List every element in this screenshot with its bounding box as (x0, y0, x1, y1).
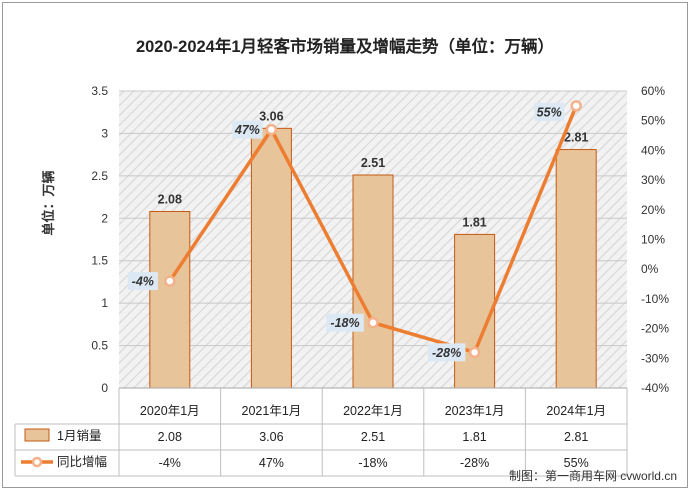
source-credit: 制图：第一商用车网 cvworld.cn (509, 468, 677, 483)
bar (352, 174, 394, 389)
y-tick-label: 0 (101, 381, 108, 395)
bar-value-label: 2.81 (564, 131, 588, 145)
data-table: 2020年1月 2021年1月 2022年1月 2023年1月 2024年1月 1月销量 2… (14, 388, 628, 477)
y2-tick-label: 10% (641, 233, 665, 247)
x-tick-label: 2022年1月 (343, 404, 403, 418)
y2-tick-label: 60% (641, 84, 665, 98)
bar (149, 210, 191, 389)
table-cell: 2.51 (361, 430, 385, 444)
bar-value-label: 1.81 (462, 215, 486, 229)
y-tick-label: 1 (101, 296, 108, 310)
y2-tick-label: -40% (641, 381, 669, 395)
table-cell: 2.81 (564, 430, 588, 444)
line-label-box (534, 102, 565, 121)
table-cell: 1.81 (462, 430, 486, 444)
table-cell: 47% (259, 456, 284, 470)
table-cell: -18% (358, 456, 387, 470)
x-tick-label: 2021年1月 (242, 404, 302, 418)
line-value-label: 55% (537, 105, 562, 119)
line-point (570, 100, 582, 112)
y2-tick-label: -20% (641, 322, 669, 336)
line-value-label: -4% (132, 275, 154, 289)
chart: 2020-2024年1月轻客市场销量及增幅走势（单位：万辆） 2.083.062… (14, 36, 677, 483)
bar-value-label: 3.06 (259, 109, 283, 123)
bar-value-label: 2.08 (158, 192, 182, 206)
line-series: -4% 47% -18% -28% 55% (127, 100, 582, 362)
bar-series: 2.08 3.06 2.51 1.81 2.81 (149, 109, 597, 389)
line-point (367, 316, 379, 329)
line-label-box (232, 120, 263, 139)
line-value-label: -18% (330, 316, 359, 330)
table-cell: 55% (564, 456, 589, 470)
legend-label: 同比增幅 (57, 454, 107, 469)
line-point (265, 123, 278, 136)
bar (454, 233, 496, 389)
line-point (164, 275, 176, 287)
y-axis-label: 单位：万辆 (41, 170, 56, 235)
bar (555, 149, 597, 389)
y2-tick-label: -30% (641, 351, 669, 365)
y2-tick-label: 50% (641, 114, 665, 128)
bar-value-label: 2.51 (361, 156, 385, 170)
axes: 0 0.5 1 1.5 2 2.5 3 3.5 -40% -30% -20% -10% 0% 10% 20%… (91, 84, 669, 395)
y-tick-label: 3 (101, 126, 108, 140)
legend-label: 1月销量 (57, 429, 101, 443)
table-cell: 3.06 (259, 430, 283, 444)
y2-tick-label: 30% (641, 173, 665, 187)
y-tick-label: 0.5 (91, 339, 108, 353)
x-tick-label: 2023年1月 (445, 404, 505, 418)
y-tick-label: 2.5 (91, 169, 108, 183)
table-cell: 2.08 (158, 430, 182, 444)
y2-tick-label: -10% (641, 292, 669, 306)
y2-tick-label: 20% (641, 203, 665, 217)
bar (250, 127, 292, 389)
x-tick-label: 2024年1月 (546, 404, 606, 418)
table-cell: -4% (159, 456, 181, 470)
y-tick-label: 2 (101, 211, 108, 225)
legend-swatch-marker (31, 456, 43, 468)
x-tick-label: 2020年1月 (140, 404, 200, 418)
y-tick-label: 3.5 (91, 84, 108, 98)
table-cell: -28% (460, 456, 489, 470)
y2-tick-label: 0% (641, 262, 659, 276)
line-point (468, 346, 481, 359)
line-label-box (127, 272, 158, 291)
chart-title: 2020-2024年1月轻客市场销量及增幅走势（单位：万辆） (136, 36, 554, 56)
legend-swatch-bar (24, 428, 50, 442)
line-value-label: 47% (234, 123, 260, 137)
y2-tick-label: 40% (641, 143, 665, 157)
line-label-box (326, 313, 364, 332)
y-tick-label: 1.5 (91, 254, 108, 268)
line-label-box (427, 343, 466, 362)
line-value-label: -28% (432, 346, 461, 360)
